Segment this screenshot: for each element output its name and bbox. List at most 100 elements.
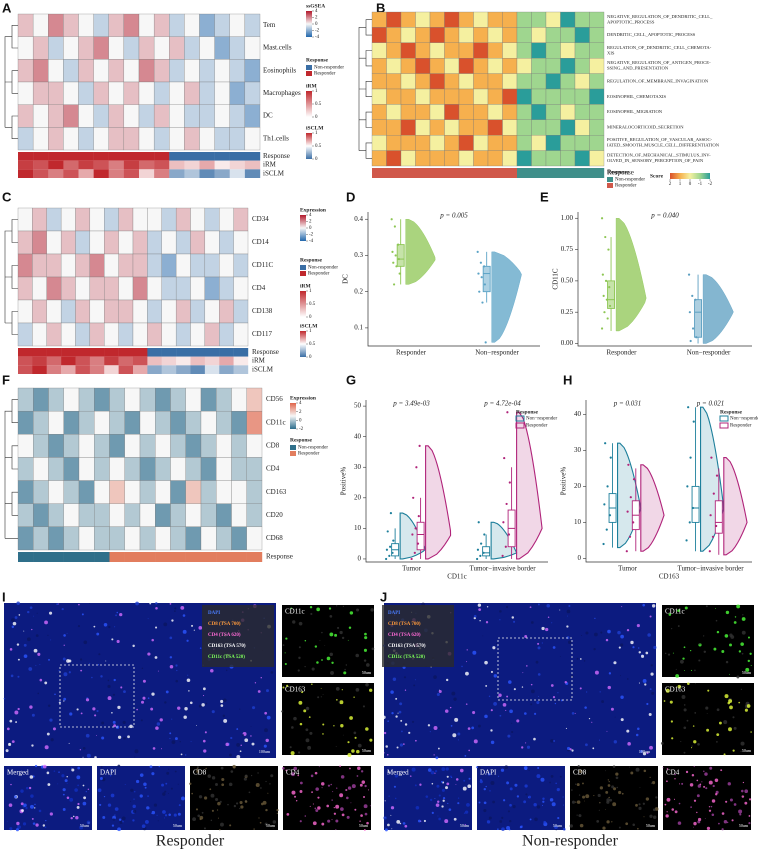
- image-speck: [97, 664, 100, 666]
- image-speck: [116, 639, 120, 644]
- panel-letter: D: [346, 189, 355, 204]
- image-speck: [706, 712, 708, 714]
- heatmap-cell: [589, 88, 605, 105]
- heatmap-cell: [444, 11, 460, 28]
- heatmap-cell: [94, 503, 110, 528]
- legend-tick-label: 4: [315, 9, 318, 14]
- heatmap-cell: [371, 135, 387, 151]
- row-label: Mast.cells: [263, 44, 292, 52]
- point: [417, 515, 420, 518]
- image-speck: [22, 822, 27, 826]
- image-speck: [638, 647, 640, 649]
- image-speck: [21, 809, 24, 812]
- heatmap-cell: [231, 526, 247, 551]
- annotation-cell: [176, 348, 191, 357]
- heatmap-cell: [124, 387, 141, 412]
- image-speck: [514, 783, 518, 787]
- image-speck: [638, 651, 642, 654]
- image-speck: [490, 740, 495, 745]
- image-speck: [169, 732, 172, 735]
- heatmap-cell: [48, 13, 64, 37]
- image-speck: [698, 642, 701, 645]
- heatmap-cell: [231, 457, 247, 481]
- legend-label: Non-responder: [308, 266, 338, 271]
- heatmap-cell: [32, 253, 47, 278]
- image-speck: [452, 733, 457, 738]
- image-speck: [163, 622, 168, 627]
- row-label: NEGATIVE_REGULATION_OF_ANTIGEN_PROCE-: [607, 60, 711, 65]
- heatmap-cell: [169, 13, 185, 37]
- annotation-label: Response: [263, 152, 290, 160]
- image-speck: [683, 726, 687, 730]
- image-speck: [215, 783, 218, 786]
- image-speck: [696, 811, 698, 814]
- image-speck: [598, 739, 600, 741]
- annotation-cell: [214, 160, 230, 170]
- annotation-cell: [140, 552, 156, 562]
- image-speck: [750, 731, 752, 733]
- legend-gradient: [306, 91, 312, 117]
- image-speck: [259, 821, 262, 824]
- image-speck: [468, 777, 471, 780]
- legend-tick-label: 1: [679, 182, 682, 187]
- image-speck: [438, 727, 440, 730]
- y-axis-label: CD11C: [552, 268, 560, 289]
- image-speck: [607, 629, 611, 634]
- point: [412, 496, 415, 499]
- image-speck: [632, 646, 635, 649]
- image-speck: [29, 606, 33, 609]
- heatmap-cell: [63, 480, 80, 504]
- heatmap-cell: [400, 135, 416, 151]
- image-speck: [445, 767, 449, 771]
- heatmap-cell: [118, 253, 134, 278]
- image-speck: [369, 688, 373, 692]
- point: [691, 327, 695, 330]
- image-speck: [81, 613, 84, 616]
- image-speck: [354, 736, 357, 739]
- image-speck: [176, 669, 178, 672]
- image-speck: [82, 746, 86, 750]
- scale-label: 50um: [362, 748, 372, 753]
- image-speck: [315, 809, 319, 813]
- y-tick-label: 0.2: [354, 287, 363, 295]
- heatmap-cell: [17, 253, 33, 278]
- box: [482, 546, 491, 557]
- heatmap-cell: [214, 59, 230, 83]
- annotation-cell: [155, 552, 171, 562]
- point: [715, 524, 718, 528]
- image-speck: [605, 790, 609, 794]
- image-speck: [184, 754, 187, 756]
- annotation-cell: [89, 348, 105, 357]
- image-speck: [704, 818, 706, 820]
- image-speck: [577, 765, 580, 768]
- image-speck: [399, 822, 402, 825]
- annotation-cell: [154, 152, 170, 161]
- image-speck: [466, 649, 468, 651]
- image-speck: [384, 828, 388, 832]
- legend-gradient: [300, 291, 306, 317]
- image-speck: [602, 826, 606, 830]
- image-speck: [298, 700, 303, 705]
- heatmap-cell: [132, 207, 148, 232]
- row-label: CD4: [266, 465, 280, 473]
- image-speck: [129, 724, 133, 729]
- image-speck: [250, 726, 252, 727]
- inset-label: CD163: [285, 686, 306, 694]
- point: [388, 554, 391, 557]
- scale-label: 100um: [259, 749, 271, 754]
- image-speck: [336, 787, 338, 789]
- legend-label: Non−responder: [526, 417, 557, 422]
- image-speck: [477, 603, 482, 607]
- image-speck: [260, 787, 262, 789]
- image-speck: [608, 672, 612, 675]
- image-speck: [366, 663, 370, 667]
- heatmap-cell: [216, 457, 232, 481]
- image-speck: [711, 799, 716, 803]
- annotation-cell: [444, 168, 460, 178]
- annotation-cell: [517, 168, 532, 178]
- image-speck: [330, 783, 332, 786]
- heatmap-cell: [155, 480, 171, 504]
- image-speck: [270, 774, 274, 778]
- image-speck: [747, 636, 751, 639]
- heatmap-cell: [104, 322, 119, 347]
